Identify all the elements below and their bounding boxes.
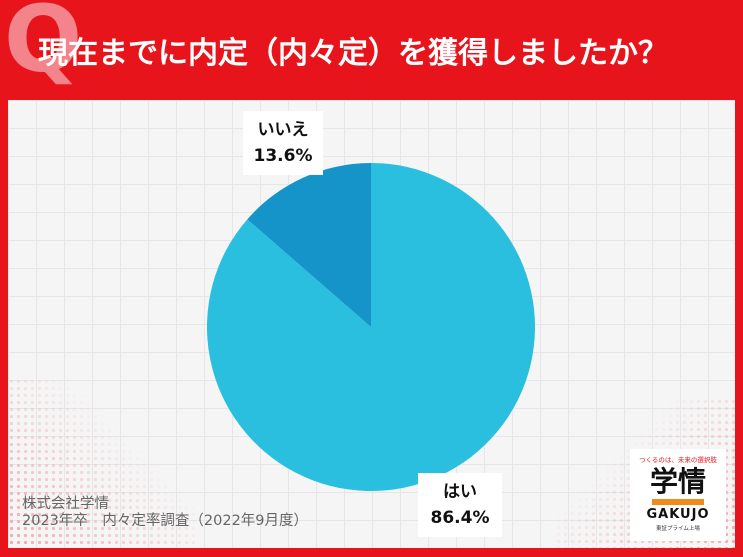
logo-accent-bar [652, 499, 704, 505]
slice-label-yes-text: はい [443, 482, 477, 502]
source-note: 株式会社学情 2023年卒 内々定率調査（2022年9月度） [22, 496, 308, 530]
gakujo-logo: つくるのは、未来の選択肢 学情 GAKUJO 東証プライム上場 [630, 449, 726, 541]
slice-label-yes: はい 86.4% [418, 473, 502, 537]
slice-label-no: いいえ 13.6% [243, 111, 323, 175]
slice-label-yes-value: 86.4% [430, 508, 490, 528]
slice-label-no-text: いいえ [257, 120, 309, 140]
pie-slices [207, 163, 535, 491]
logo-listing: 東証プライム上場 [656, 526, 700, 532]
source-company: 株式会社学情 [22, 496, 109, 512]
logo-name: 学情 [649, 465, 706, 498]
logo-tagline: つくるのは、未来の選択肢 [639, 456, 717, 464]
question-title: 現在までに内定（内々定）を獲得しましたか？ [38, 36, 668, 71]
logo-name-en: GAKUJO [646, 507, 710, 522]
source-survey: 2023年卒 内々定率調査（2022年9月度） [22, 513, 309, 529]
q-mark: Q [4, 0, 83, 93]
dot-pattern-left [8, 378, 198, 548]
slice-label-no-value: 13.6% [253, 146, 313, 166]
pie-slice-no [247, 163, 371, 327]
